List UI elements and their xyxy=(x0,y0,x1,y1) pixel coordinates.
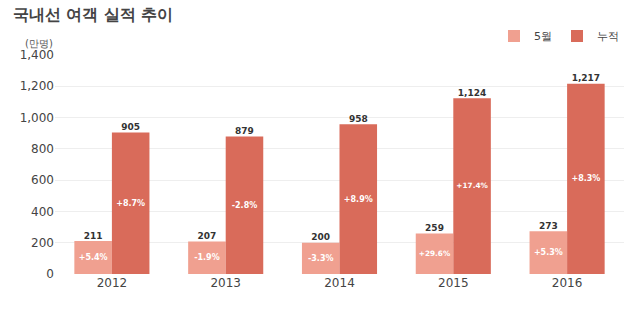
svg-text:2014: 2014 xyxy=(324,276,355,290)
svg-text:600: 600 xyxy=(31,173,54,187)
svg-text:1,200: 1,200 xyxy=(20,79,54,93)
svg-text:1,400: 1,400 xyxy=(20,48,54,62)
svg-text:+8.9%: +8.9% xyxy=(344,195,373,204)
svg-text:+5.4%: +5.4% xyxy=(79,253,108,262)
svg-text:207: 207 xyxy=(198,231,217,241)
svg-text:+5.3%: +5.3% xyxy=(534,248,563,257)
svg-text:273: 273 xyxy=(539,221,558,231)
svg-text:1,217: 1,217 xyxy=(572,73,600,83)
svg-text:5월: 5월 xyxy=(534,30,552,43)
svg-text:2015: 2015 xyxy=(438,276,469,290)
svg-text:(만명): (만명) xyxy=(25,38,53,49)
svg-text:200: 200 xyxy=(311,232,330,242)
svg-text:-1.9%: -1.9% xyxy=(194,253,220,262)
svg-text:국내선 여객 실적 추이: 국내선 여객 실적 추이 xyxy=(13,5,174,24)
svg-text:200: 200 xyxy=(31,236,54,250)
svg-text:2016: 2016 xyxy=(552,276,583,290)
svg-text:누적: 누적 xyxy=(597,30,619,43)
svg-text:259: 259 xyxy=(425,223,444,233)
svg-text:958: 958 xyxy=(349,114,368,124)
svg-text:400: 400 xyxy=(31,205,54,219)
svg-text:879: 879 xyxy=(235,126,254,136)
svg-text:-3.3%: -3.3% xyxy=(308,254,334,263)
svg-text:+8.7%: +8.7% xyxy=(116,199,145,208)
svg-text:+17.4%: +17.4% xyxy=(456,181,488,190)
svg-text:2012: 2012 xyxy=(97,276,128,290)
svg-text:905: 905 xyxy=(121,122,140,132)
svg-text:2013: 2013 xyxy=(210,276,241,290)
svg-text:-2.8%: -2.8% xyxy=(232,201,258,210)
svg-text:0: 0 xyxy=(46,267,54,281)
svg-text:+29.6%: +29.6% xyxy=(419,249,451,258)
svg-text:1,000: 1,000 xyxy=(20,111,54,125)
svg-text:800: 800 xyxy=(31,142,54,156)
svg-text:1,124: 1,124 xyxy=(458,88,486,98)
svg-text:+8.3%: +8.3% xyxy=(571,174,600,183)
svg-text:211: 211 xyxy=(84,231,103,241)
